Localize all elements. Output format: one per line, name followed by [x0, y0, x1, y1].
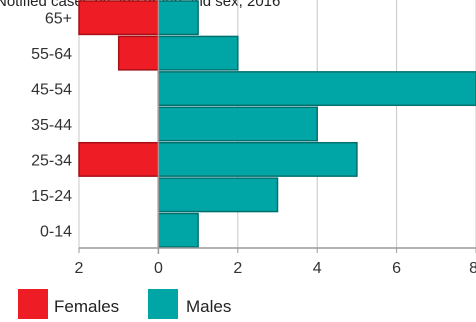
x-tick-label-8-pos: 8 [469, 260, 476, 277]
bar-males-15-24 [157, 177, 279, 213]
axes [78, 0, 476, 254]
y-tick-label-15-24: 15-24 [31, 188, 72, 205]
bar-males-65 [157, 0, 199, 36]
bar-males-55-64 [157, 35, 239, 71]
y-tick-label-65: 65+ [45, 11, 72, 28]
legend-swatch-females [18, 289, 48, 319]
bar-males-35-44 [157, 106, 318, 142]
tick-labels: 0-14 15-24 25-34 35-44 45-54 55-64 65+ 2 0 2 4 6 8 [31, 11, 476, 277]
legend-label-females: Females [54, 297, 119, 316]
bar-females-55-64 [117, 35, 160, 71]
x-tick-label-2-pos: 2 [233, 260, 242, 277]
x-tick-label-2-neg: 2 [75, 260, 84, 277]
bar-females-25-34 [78, 141, 160, 177]
x-tick-label-0-pos: 0 [154, 260, 163, 277]
y-tick-label-45-54: 45-54 [31, 82, 72, 99]
legend-swatch-males [148, 289, 178, 319]
x-tick-label-6-pos: 6 [392, 260, 401, 277]
y-tick-label-35-44: 35-44 [31, 117, 72, 134]
bar-females-65 [78, 0, 160, 36]
bar-males-0-14 [157, 212, 199, 248]
legend-label-males: Males [186, 297, 231, 316]
bar-males-25-34 [157, 141, 358, 177]
x-tick-label-4-pos: 4 [313, 260, 322, 277]
bars [78, 0, 476, 248]
bar-males-45-54 [157, 71, 476, 107]
y-tick-label-25-34: 25-34 [31, 152, 72, 169]
legend: Females Males [18, 289, 231, 319]
y-tick-label-0-14: 0-14 [40, 223, 72, 240]
y-tick-label-55-64: 55-64 [31, 46, 72, 63]
